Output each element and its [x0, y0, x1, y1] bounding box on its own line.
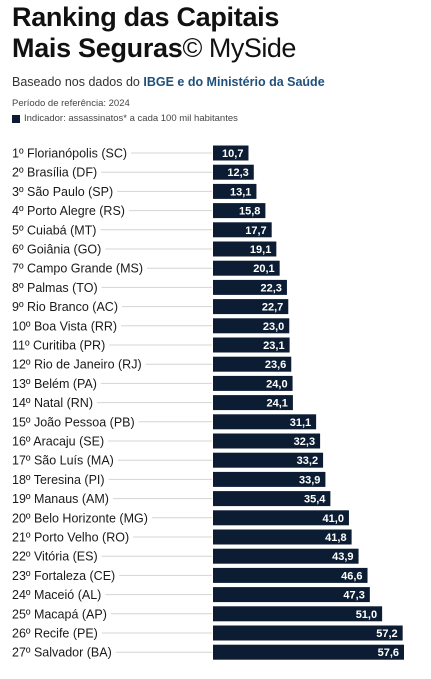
value-label: 19,1	[250, 244, 271, 256]
value-label: 43,9	[332, 551, 353, 563]
legend-swatch	[12, 114, 20, 123]
bar	[213, 587, 370, 603]
category-label: 22º Vitória (ES)	[12, 550, 98, 564]
subtitle-source: IBGE e do Ministério da Saúde	[143, 75, 325, 89]
value-label: 24,0	[266, 378, 287, 390]
value-label: 41,8	[325, 532, 346, 544]
myside-logo: © MySide	[182, 33, 296, 63]
title-line-2-text: Mais Seguras	[12, 33, 183, 63]
value-label: 10,7	[222, 148, 243, 160]
category-label: 25º Macapá (AP)	[12, 607, 107, 621]
bar	[213, 164, 254, 180]
value-label: 15,8	[239, 206, 260, 218]
value-label: 57,2	[376, 628, 397, 640]
bar	[213, 356, 292, 372]
category-label: 27º Salvador (BA)	[12, 646, 112, 660]
category-label: 20º Belo Horizonte (MG)	[12, 511, 148, 525]
category-label: 7º Campo Grande (MS)	[12, 262, 143, 276]
category-label: 12º Rio de Janeiro (RJ)	[12, 358, 142, 372]
bar	[213, 260, 280, 276]
value-label: 32,3	[294, 436, 315, 448]
category-label: 17º São Luís (MA)	[12, 454, 114, 468]
category-label: 11º Curitiba (PR)	[12, 339, 105, 353]
value-label: 23,6	[265, 359, 286, 371]
bar	[213, 299, 289, 315]
category-label: 1º Florianópolis (SC)	[12, 147, 127, 161]
value-label: 23,1	[263, 340, 284, 352]
chart-title: Ranking das Capitais Mais Seguras© MySid…	[12, 2, 296, 64]
bar	[213, 625, 403, 641]
chart-subtitle: Baseado nos dados do IBGE e do Ministéri…	[12, 75, 325, 89]
value-label: 57,6	[378, 647, 399, 659]
bar	[213, 241, 277, 257]
value-label: 33,9	[299, 474, 320, 486]
bar	[213, 183, 257, 199]
legend-label: Indicador: assassinatos* a cada 100 mil …	[24, 113, 238, 124]
category-label: 24º Maceió (AL)	[12, 588, 101, 602]
value-label: 35,4	[304, 494, 326, 506]
bar	[213, 529, 352, 545]
bar	[213, 606, 383, 622]
value-label: 22,3	[261, 282, 282, 294]
bar	[213, 510, 349, 526]
subtitle-prefix: Baseado nos dados do	[12, 75, 144, 89]
bar	[213, 452, 324, 468]
value-label: 46,6	[341, 570, 362, 582]
bar	[213, 222, 272, 238]
category-label: 26º Recife (PE)	[12, 627, 98, 641]
bar	[213, 471, 326, 487]
bar	[213, 548, 359, 564]
bar	[213, 395, 293, 411]
value-label: 13,1	[230, 186, 251, 198]
title-line-1: Ranking das Capitais	[12, 2, 280, 32]
category-label: 15º João Pessoa (PB)	[12, 415, 135, 429]
category-label: 3º São Paulo (SP)	[12, 185, 113, 199]
bar	[213, 145, 249, 161]
value-label: 51,0	[356, 609, 377, 621]
reference-period: Período de referência: 2024	[12, 98, 130, 109]
category-label: 13º Belém (PA)	[12, 377, 97, 391]
value-label: 12,3	[227, 167, 248, 179]
category-label: 6º Goiânia (GO)	[12, 243, 101, 257]
value-label: 47,3	[343, 590, 364, 602]
bar	[213, 375, 293, 391]
value-label: 22,7	[262, 302, 283, 314]
bar	[213, 644, 404, 660]
category-label: 8º Palmas (TO)	[12, 281, 98, 295]
bar	[213, 491, 331, 507]
category-label: 9º Rio Branco (AC)	[12, 300, 118, 314]
bar	[213, 203, 266, 219]
category-label: 16º Aracaju (SE)	[12, 435, 104, 449]
category-label: 10º Boa Vista (RR)	[12, 319, 117, 333]
category-label: 4º Porto Alegre (RS)	[12, 204, 125, 218]
category-label: 2º Brasília (DF)	[12, 166, 97, 180]
bar	[213, 414, 317, 430]
category-label: 14º Natal (RN)	[12, 396, 93, 410]
value-label: 23,0	[263, 321, 284, 333]
value-label: 33,2	[297, 455, 318, 467]
title-line-2: Mais Seguras© MySide	[12, 33, 296, 64]
value-label: 31,1	[290, 417, 311, 429]
value-label: 17,7	[245, 225, 266, 237]
bar	[213, 318, 290, 334]
bar	[213, 337, 290, 353]
value-label: 41,0	[323, 513, 344, 525]
category-label: 21º Porto Velho (RO)	[12, 531, 129, 545]
value-label: 24,1	[266, 398, 287, 410]
category-label: 5º Cuiabá (MT)	[12, 223, 96, 237]
bar	[213, 279, 287, 295]
value-label: 20,1	[253, 263, 274, 275]
category-label: 23º Fortaleza (CE)	[12, 569, 115, 583]
bar	[213, 433, 321, 449]
category-label: 19º Manaus (AM)	[12, 492, 109, 506]
chart-legend: Indicador: assassinatos* a cada 100 mil …	[12, 113, 238, 124]
bar	[213, 567, 368, 583]
category-label: 18º Teresina (PI)	[12, 473, 105, 487]
